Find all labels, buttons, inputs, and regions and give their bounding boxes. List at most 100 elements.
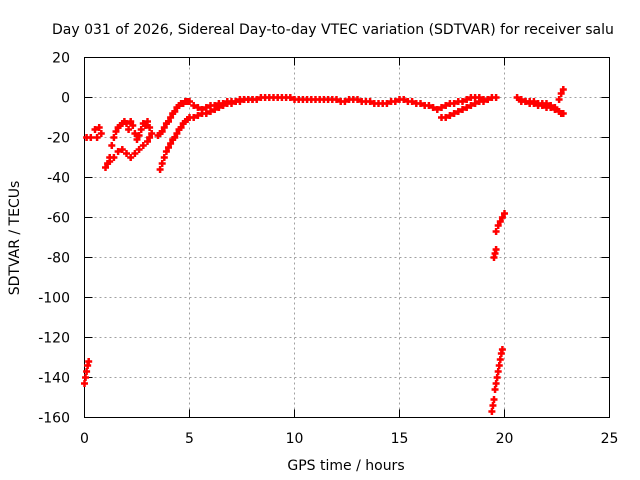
data-point [83,368,91,375]
data-point [433,106,441,113]
series-upper-track [83,86,567,171]
y-tick-label: -140 [38,371,70,387]
data-point [131,150,139,157]
data-point [446,112,454,119]
data-point [165,144,172,151]
y-tick-label: -20 [47,131,70,147]
x-tick-label: 10 [286,431,304,447]
data-point [442,114,450,121]
data-point [110,154,118,161]
x-tick-label: 0 [80,431,89,447]
data-point [286,94,294,101]
data-point [202,110,210,117]
x-tick-label: 20 [496,431,514,447]
data-point [429,104,437,111]
data-point [146,124,154,131]
data-point [129,122,137,129]
data-point [114,148,122,155]
y-tick-label: -60 [47,211,70,227]
data-point [167,114,175,121]
data-point [133,136,141,143]
data-point [408,98,416,105]
data-point [139,142,147,149]
data-point [530,100,538,107]
y-tick-label: -80 [47,251,70,267]
data-point [135,132,143,139]
data-point [162,148,170,155]
data-point [97,130,105,137]
data-point [467,102,475,109]
data-point [450,100,458,107]
data-point [160,154,168,161]
data-point [480,98,487,105]
data-point [496,218,504,225]
data-point [106,158,114,165]
data-point [102,164,109,171]
data-point [190,102,198,109]
x-tick-label: 15 [391,431,409,447]
data-point [219,102,227,109]
data-point [471,100,479,107]
data-point [211,106,219,113]
data-point [207,108,214,115]
series-lower-track [106,96,567,173]
data-point [463,96,471,103]
y-axis-label: SDTVAR / TECUs [7,181,23,296]
y-axis: 20 0 -20 -40 -60 -80 -100 -120 -140 -160 [38,51,610,427]
data-point [190,114,198,121]
series-steep-track-20h [81,210,508,415]
data-point [148,130,156,137]
data-point [366,98,374,105]
data-point [141,122,149,129]
data-point [454,108,462,115]
data-point [123,120,130,127]
data-point [492,94,500,101]
data-point [91,126,99,133]
data-point [95,124,103,131]
data-point [135,146,143,153]
plot-frame [84,57,610,418]
data-point [202,104,210,111]
y-tick-label: -40 [47,171,70,187]
y-tick-label: -160 [38,411,70,427]
data-point [158,128,166,135]
x-tick-label: 5 [185,431,194,447]
data-point [87,134,95,141]
data-point [158,160,166,167]
data-point [417,100,424,107]
data-point [450,110,458,117]
data-point [488,408,496,415]
data-point [494,222,502,229]
data-point [156,166,164,173]
data-point [559,86,567,93]
data-point [194,104,202,111]
data-point [492,228,500,235]
data-point [493,374,501,381]
data-point [108,142,116,149]
data-point [555,96,563,103]
data-point [144,118,151,125]
data-point [249,96,256,103]
data-point [125,126,133,133]
data-point [391,98,399,105]
data-point [559,110,567,117]
data-point [131,130,139,137]
chart-title: Day 031 of 2026, Sidereal Day-to-day VTE… [52,22,614,38]
data-points [81,86,567,415]
data-point [82,374,90,381]
data-point [81,380,88,387]
data-point [513,94,521,101]
data-point [463,104,471,111]
data-point [144,138,151,145]
data-point [492,380,500,387]
data-point [495,362,503,369]
data-point [194,112,202,119]
x-axis-label: GPS time / hours [287,458,404,474]
data-point [215,104,223,111]
data-point [177,124,185,131]
data-point [498,214,506,221]
data-point [484,96,492,103]
data-point [167,140,175,147]
data-point [112,128,120,135]
